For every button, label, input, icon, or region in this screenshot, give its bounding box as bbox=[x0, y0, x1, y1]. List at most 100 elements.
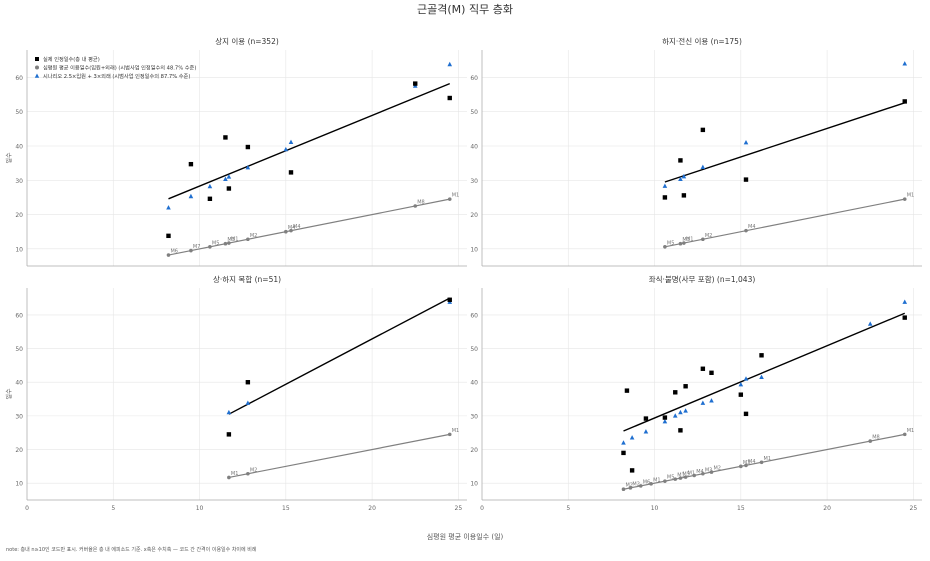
y-tick-label: 10 bbox=[15, 481, 23, 488]
x-tick-label: 10 bbox=[196, 505, 204, 512]
hira-point-label: M5 bbox=[667, 475, 675, 481]
scenario-point bbox=[683, 408, 688, 413]
actual-point bbox=[226, 186, 232, 191]
hira-point bbox=[621, 487, 626, 492]
scenario-point bbox=[226, 409, 232, 415]
actual-point bbox=[166, 233, 171, 239]
hira-point-label: M1 bbox=[452, 428, 460, 434]
panels: 상지 이용 (n=352)102030405060일수M6M7M5M3M1M2M… bbox=[5, 36, 922, 512]
hira-point-label: M2 bbox=[632, 481, 640, 487]
y-tick-label: 20 bbox=[470, 212, 478, 219]
actual-fit-line bbox=[623, 312, 906, 432]
actual-point bbox=[673, 390, 678, 395]
hira-point-label: M7 bbox=[193, 244, 201, 250]
actual-point bbox=[662, 195, 668, 200]
y-tick-label: 30 bbox=[470, 178, 478, 185]
hira-point bbox=[289, 228, 293, 233]
hira-point-label: M1 bbox=[452, 193, 460, 199]
hira-point bbox=[673, 477, 678, 481]
hira-point bbox=[683, 475, 688, 479]
hira-point bbox=[223, 241, 228, 246]
legend-label: 실제 인정일수(층 내 평균) bbox=[43, 55, 100, 63]
hira-point-label: M5 bbox=[667, 240, 675, 246]
y-tick-label: 20 bbox=[470, 447, 478, 454]
legend-marker-triangle bbox=[34, 73, 40, 78]
actual-point bbox=[447, 297, 452, 302]
actual-point bbox=[683, 384, 688, 389]
y-tick-label: 50 bbox=[15, 109, 23, 116]
y-tick-label: 40 bbox=[470, 380, 478, 387]
hira-point-label: M5 bbox=[682, 472, 690, 478]
hira-point-label: M8 bbox=[872, 435, 880, 441]
legend: 실제 인정일수(층 내 평균)심평원 평균 이용일수(입원+외래) (시범사업 … bbox=[34, 55, 196, 80]
y-tick-label: 30 bbox=[15, 178, 23, 185]
x-tick-label: 5 bbox=[566, 505, 570, 512]
hira-point-label: M4 bbox=[748, 224, 756, 230]
hira-point bbox=[678, 476, 683, 480]
hira-point-label: M5 bbox=[212, 240, 220, 246]
hira-series-line bbox=[168, 198, 450, 256]
actual-point bbox=[738, 392, 744, 397]
y-tick-label: 60 bbox=[470, 312, 478, 319]
actual-fit-line bbox=[228, 297, 451, 415]
y-tick-label: 10 bbox=[15, 246, 23, 253]
actual-point bbox=[413, 81, 418, 86]
x-tick-label: 25 bbox=[910, 505, 918, 512]
hira-point bbox=[709, 470, 714, 474]
x-tick-label: 0 bbox=[480, 505, 484, 512]
scenario-point bbox=[447, 61, 453, 67]
actual-point bbox=[629, 468, 635, 473]
scenario-point bbox=[678, 176, 683, 182]
figure-note: note: 층내 n≥10인 코드만 표시. 커버율은 층 내 에피소드 기준.… bbox=[6, 546, 257, 553]
scenario-point bbox=[226, 174, 232, 179]
scenario-point bbox=[245, 165, 251, 170]
actual-point bbox=[678, 428, 683, 433]
scenario-point bbox=[902, 299, 908, 304]
actual-point bbox=[700, 127, 706, 133]
x-tick-label: 25 bbox=[455, 505, 463, 512]
hira-point-label: M1 bbox=[686, 237, 694, 243]
actual-point bbox=[245, 380, 251, 385]
scenario-point bbox=[709, 398, 714, 403]
y-tick-label: 60 bbox=[15, 75, 23, 82]
y-tick-label: 40 bbox=[15, 144, 23, 151]
x-tick-label: 15 bbox=[282, 505, 290, 512]
hira-point-label: M2 bbox=[250, 233, 257, 239]
hira-point-label: M1 bbox=[653, 477, 661, 483]
scenario-point bbox=[166, 205, 171, 210]
y-tick-label: 30 bbox=[470, 413, 478, 420]
scenario-point bbox=[743, 139, 749, 145]
y-tick-label: 20 bbox=[15, 212, 23, 219]
hira-point-label: M3 bbox=[705, 467, 713, 473]
actual-point bbox=[245, 144, 251, 150]
hira-point bbox=[447, 432, 452, 437]
panel-4: 좌식·불명(사무 포함) (n=1,043) 10 20 30 40 50 60 0 5 10 15… bbox=[470, 274, 922, 512]
scenario-point bbox=[700, 164, 706, 170]
legend-marker-circle bbox=[35, 65, 39, 70]
actual-point bbox=[624, 388, 630, 393]
hira-point-label: M6 bbox=[170, 249, 178, 255]
actual-point bbox=[288, 170, 294, 175]
actual-point bbox=[902, 315, 907, 320]
hira-point-label: M3 bbox=[227, 237, 235, 243]
hira-point-label: M1 bbox=[688, 471, 696, 477]
y-tick-label: 50 bbox=[470, 109, 478, 116]
scenario-point bbox=[700, 400, 706, 405]
hira-point bbox=[284, 229, 288, 234]
actual-point bbox=[743, 411, 749, 417]
hira-point-label: M1 bbox=[907, 193, 915, 199]
scenario-point bbox=[188, 193, 194, 199]
y-tick-label: 40 bbox=[470, 144, 478, 151]
y-tick-label: 50 bbox=[470, 346, 478, 353]
hira-point-label: M4 bbox=[288, 225, 296, 231]
hira-point-label: M1 bbox=[907, 428, 915, 434]
hira-series-line bbox=[623, 433, 905, 490]
x-tick-label: 20 bbox=[823, 505, 831, 512]
hira-point-label: M2 bbox=[250, 467, 257, 473]
hira-point bbox=[701, 471, 705, 476]
hira-point bbox=[208, 245, 212, 249]
hira-point bbox=[678, 241, 683, 246]
actual-point bbox=[902, 99, 907, 104]
actual-fit-line bbox=[168, 82, 451, 200]
